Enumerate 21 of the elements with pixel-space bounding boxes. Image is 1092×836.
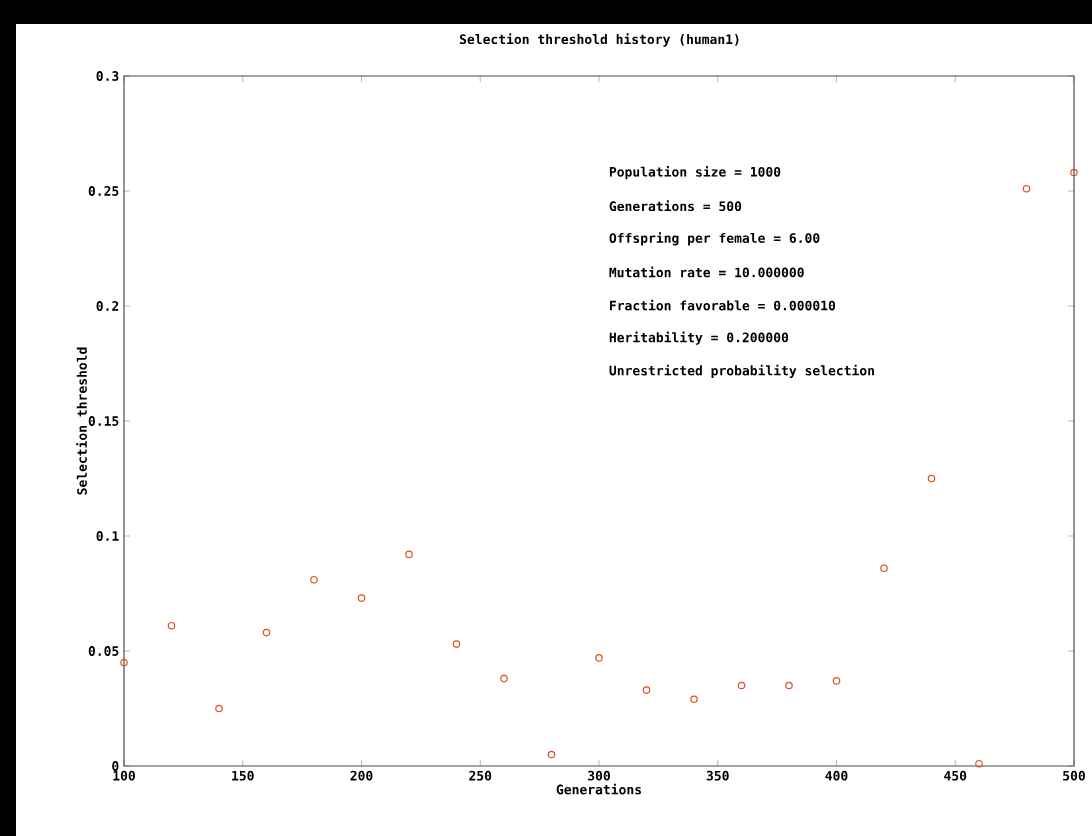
point <box>167 621 176 630</box>
point <box>547 750 556 759</box>
point <box>690 695 698 704</box>
point <box>500 674 508 683</box>
point <box>975 759 983 768</box>
point <box>405 550 413 559</box>
point <box>642 686 651 694</box>
point <box>595 654 603 662</box>
point <box>832 677 841 685</box>
point <box>785 681 793 690</box>
point <box>120 658 128 667</box>
point <box>262 628 271 637</box>
point <box>927 474 936 483</box>
point <box>215 704 223 713</box>
point <box>737 681 746 690</box>
point <box>1070 168 1078 177</box>
point <box>357 594 366 602</box>
point <box>880 564 888 572</box>
point <box>1022 184 1031 193</box>
point <box>310 575 318 584</box>
point <box>452 640 461 648</box>
